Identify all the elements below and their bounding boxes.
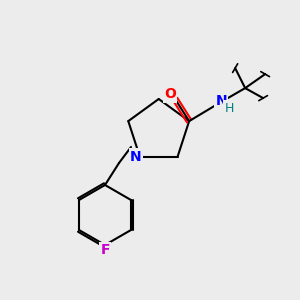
Text: N: N bbox=[215, 94, 227, 108]
Text: F: F bbox=[100, 243, 110, 257]
Text: H: H bbox=[224, 102, 234, 115]
Text: N: N bbox=[130, 150, 142, 164]
Text: O: O bbox=[164, 87, 176, 101]
